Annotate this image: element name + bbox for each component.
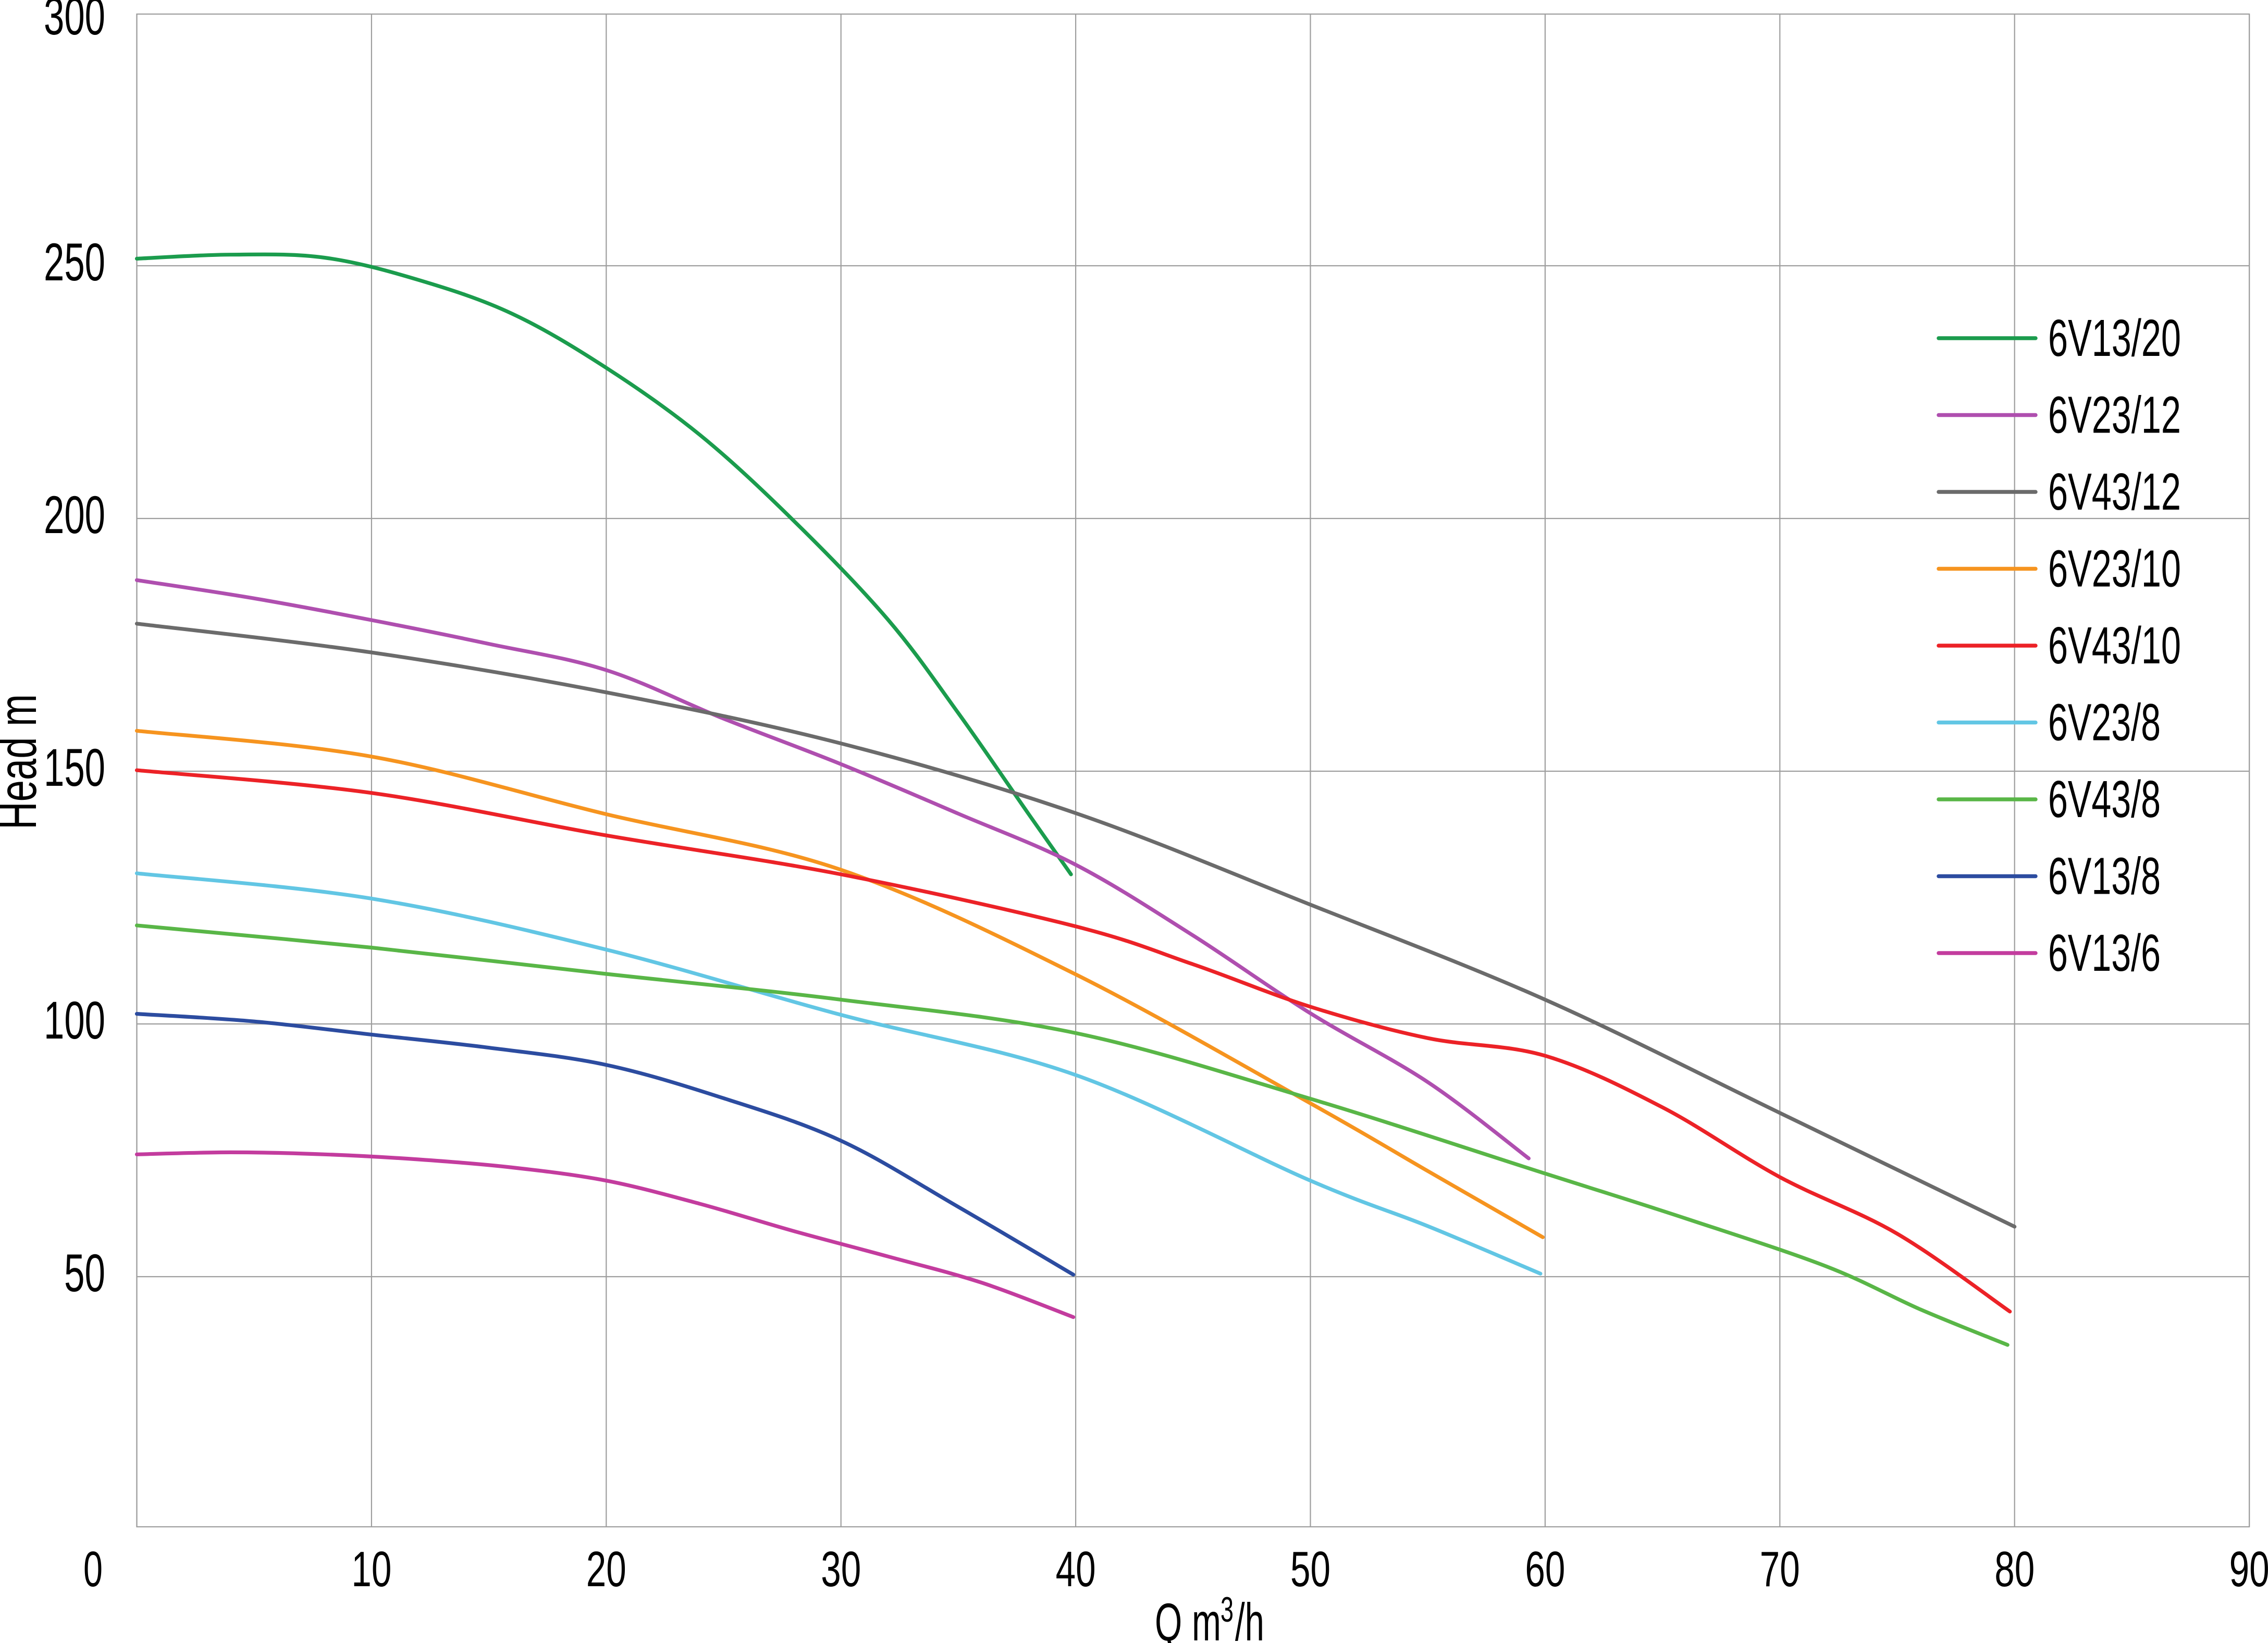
- svg-text:100: 100: [44, 991, 105, 1050]
- svg-text:10: 10: [351, 1541, 391, 1597]
- svg-text:0: 0: [83, 1541, 103, 1597]
- svg-text:6V23/10: 6V23/10: [2048, 540, 2181, 598]
- svg-text:300: 300: [44, 0, 105, 46]
- svg-text:6V43/10: 6V43/10: [2048, 616, 2181, 675]
- svg-text:6V13/6: 6V13/6: [2048, 924, 2161, 982]
- svg-text:3: 3: [1221, 1590, 1234, 1629]
- svg-text:6V13/8: 6V13/8: [2048, 847, 2161, 906]
- svg-text:50: 50: [1290, 1541, 1330, 1597]
- svg-text:6V43/12: 6V43/12: [2048, 463, 2181, 521]
- svg-text:/h: /h: [1235, 1592, 1264, 1643]
- svg-text:60: 60: [1525, 1541, 1565, 1597]
- svg-text:6V13/20: 6V13/20: [2048, 309, 2181, 367]
- svg-text:150: 150: [44, 738, 105, 797]
- svg-text:30: 30: [821, 1541, 861, 1597]
- svg-text:6V23/8: 6V23/8: [2048, 694, 2161, 752]
- svg-text:200: 200: [44, 485, 105, 545]
- svg-text:20: 20: [586, 1541, 626, 1597]
- svg-text:6V23/12: 6V23/12: [2048, 386, 2181, 444]
- svg-text:90: 90: [2229, 1541, 2268, 1597]
- svg-text:Head m: Head m: [0, 694, 47, 830]
- svg-text:Q m: Q m: [1155, 1592, 1221, 1643]
- svg-text:250: 250: [44, 232, 105, 292]
- svg-text:6V43/8: 6V43/8: [2048, 770, 2161, 829]
- svg-text:40: 40: [1056, 1541, 1096, 1597]
- svg-text:70: 70: [1760, 1541, 1800, 1597]
- svg-text:50: 50: [64, 1243, 105, 1303]
- svg-text:80: 80: [1994, 1541, 2035, 1597]
